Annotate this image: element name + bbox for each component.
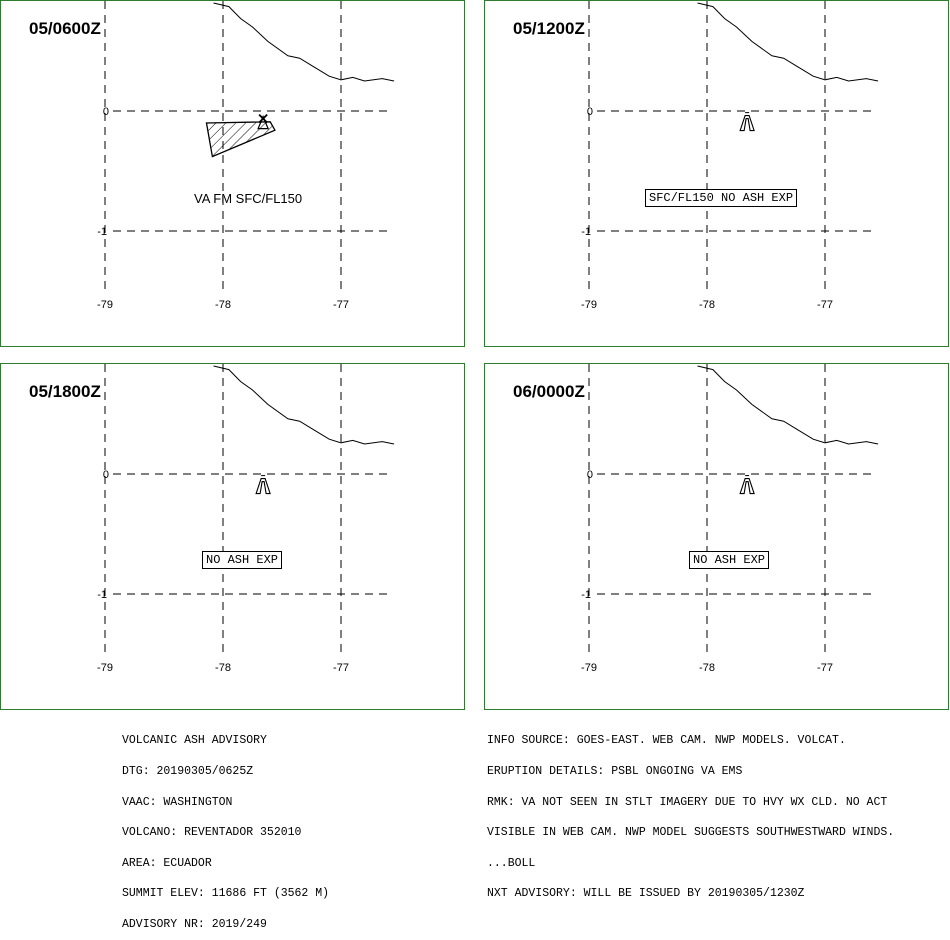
lon-tick-label: -78: [215, 299, 231, 311]
ash-cloud-polygon: [205, 121, 276, 158]
volcano-icon: [257, 115, 270, 130]
volcano-marker-icon: [258, 113, 268, 124]
volcano-icon: [255, 478, 271, 495]
volcano-icon: [739, 115, 755, 132]
footer-line: RMK: VA NOT SEEN IN STLT IMAGERY DUE TO …: [487, 795, 888, 809]
advisory-remarks-text: INFO SOURCE: GOES-EAST. WEB CAM. NWP MOD…: [487, 716, 894, 910]
lon-tick-label: -78: [215, 662, 231, 674]
forecast-panel-0600z: -79 -78 -77 0 -1 05/0600Z VA FM SFC/FL150: [0, 0, 465, 347]
coastline: [697, 2, 879, 82]
map-0600z: -79 -78 -77 0 -1: [97, 1, 395, 311]
panel-time: 05/0600Z: [29, 19, 101, 38]
lat-tick-label: 0: [587, 469, 593, 481]
map-1200z: -79 -78 -77 0 -1: [581, 1, 879, 311]
ash-label: NO ASH EXP: [202, 551, 283, 569]
footer-line: VOLCANIC ASH ADVISORY: [122, 734, 267, 748]
volcano-icon: [739, 478, 755, 495]
map-1800z: -79 -78 -77 0 -1: [97, 364, 395, 674]
lon-tick-label: -79: [97, 299, 113, 311]
coastline: [213, 2, 395, 82]
lat-tick-label: 0: [587, 106, 593, 118]
ash-label: VA FM SFC/FL150: [194, 191, 303, 206]
lon-tick-label: -78: [699, 299, 715, 311]
coastline: [213, 365, 395, 445]
lon-tick-label: -77: [333, 662, 349, 674]
footer-line: ERUPTION DETAILS: PSBL ONGOING VA EMS: [487, 765, 743, 778]
lat-tick-label: -1: [581, 589, 591, 601]
ash-label: NO ASH EXP: [689, 551, 770, 569]
lat-tick-label: 0: [103, 469, 109, 481]
map-0000z: -79 -78 -77 0 -1: [581, 364, 879, 674]
lon-tick-label: -77: [817, 662, 833, 674]
footer-line: AREA: ECUADOR: [122, 856, 212, 870]
lon-tick-label: -77: [817, 299, 833, 311]
footer-line: INFO SOURCE: GOES-EAST. WEB CAM. NWP MOD…: [487, 734, 846, 748]
footer-line: ADVISORY NR: 2019/249: [122, 917, 267, 931]
forecast-panel-0000z: -79 -78 -77 0 -1 06/0000Z NO ASH EXP: [484, 363, 949, 710]
panel-time: 05/1800Z: [29, 382, 101, 401]
ash-label: SFC/FL150 NO ASH EXP: [645, 189, 798, 207]
lon-tick-label: -78: [699, 662, 715, 674]
lat-tick-label: -1: [97, 226, 107, 238]
coastline: [697, 365, 879, 445]
lat-tick-label: -1: [581, 226, 591, 238]
forecast-panel-1200z: -79 -78 -77 0 -1 05/1200Z SFC/FL150 NO ASH E…: [484, 0, 949, 347]
advisory-header-text: VOLCANIC ASH ADVISORY DTG: 20190305/0625…: [122, 716, 329, 940]
lat-tick-label: -1: [97, 589, 107, 601]
lon-tick-label: -77: [333, 299, 349, 311]
footer-line: VAAC: WASHINGTON: [122, 795, 233, 809]
lon-tick-label: -79: [581, 299, 597, 311]
lat-tick-label: 0: [103, 106, 109, 118]
footer-line: NXT ADVISORY: WILL BE ISSUED BY 20190305…: [487, 887, 805, 901]
forecast-panel-1800z: -79 -78 -77 0 -1 05/1800Z NO ASH EXP: [0, 363, 465, 710]
panel-time: 05/1200Z: [513, 19, 585, 38]
footer-line: ...BOLL: [487, 856, 536, 870]
footer-line: VOLCANO: REVENTADOR 352010: [122, 826, 302, 840]
footer-line: SUMMIT ELEV: 11686 FT (3562 M): [122, 887, 330, 901]
footer-line: VISIBLE IN WEB CAM. NWP MODEL SUGGESTS S…: [487, 826, 895, 840]
lon-tick-label: -79: [581, 662, 597, 674]
footer-line: DTG: 20190305/0625Z: [122, 765, 254, 778]
panel-time: 06/0000Z: [513, 382, 585, 401]
lon-tick-label: -79: [97, 662, 113, 674]
